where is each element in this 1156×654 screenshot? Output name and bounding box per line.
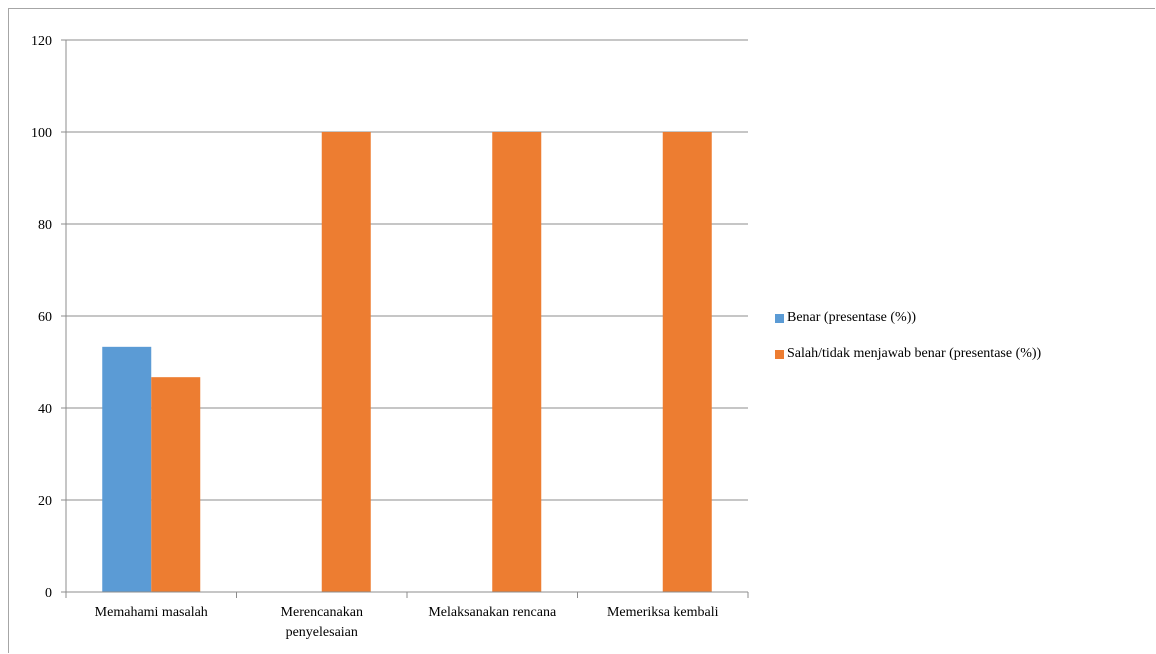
y-tick-label: 80 bbox=[38, 218, 52, 233]
bar-benar-1 bbox=[102, 346, 152, 592]
y-tick-labels: 0 20 40 60 80 100 120 bbox=[31, 34, 52, 601]
chart-frame bbox=[8, 8, 1155, 653]
x-tick-label: Merencanakan penyelesaian bbox=[281, 605, 363, 640]
x-tick-label: Melaksanakan rencana bbox=[428, 605, 557, 620]
legend-label-benar: Benar (presentase (%)) bbox=[787, 310, 917, 325]
y-tick-label: 120 bbox=[31, 34, 52, 49]
legend-item-benar: Benar (presentase (%)) bbox=[775, 308, 1041, 328]
y-tick-label: 20 bbox=[38, 494, 52, 509]
legend-swatch-benar bbox=[775, 313, 784, 323]
y-tick-label: 0 bbox=[45, 586, 52, 601]
x-tick-label: Memeriksa kembali bbox=[607, 605, 719, 620]
y-tick-label: 100 bbox=[31, 126, 52, 141]
y-tick-label: 60 bbox=[38, 310, 52, 325]
x-tick-label: Memahami masalah bbox=[95, 605, 208, 620]
legend-label-salah: Salah/tidak menjawab benar (presentase (… bbox=[787, 346, 1042, 361]
legend-item-salah: Salah/tidak menjawab benar (presentase (… bbox=[775, 344, 1041, 364]
bar-salah-2 bbox=[321, 132, 371, 592]
bar-salah-3 bbox=[492, 132, 542, 592]
legend-swatch-salah bbox=[775, 349, 784, 359]
axes bbox=[65, 40, 749, 598]
x-tick-labels: Memahami masalah Merencanakan penyelesaian… bbox=[95, 605, 719, 640]
gridlines bbox=[61, 39, 748, 593]
bar-salah-1 bbox=[151, 377, 201, 592]
y-tick-label: 40 bbox=[38, 402, 52, 417]
legend: Benar (presentase (%)) Salah/tidak menja… bbox=[775, 308, 1041, 380]
bars bbox=[102, 132, 712, 592]
bar-salah-4 bbox=[662, 132, 712, 592]
